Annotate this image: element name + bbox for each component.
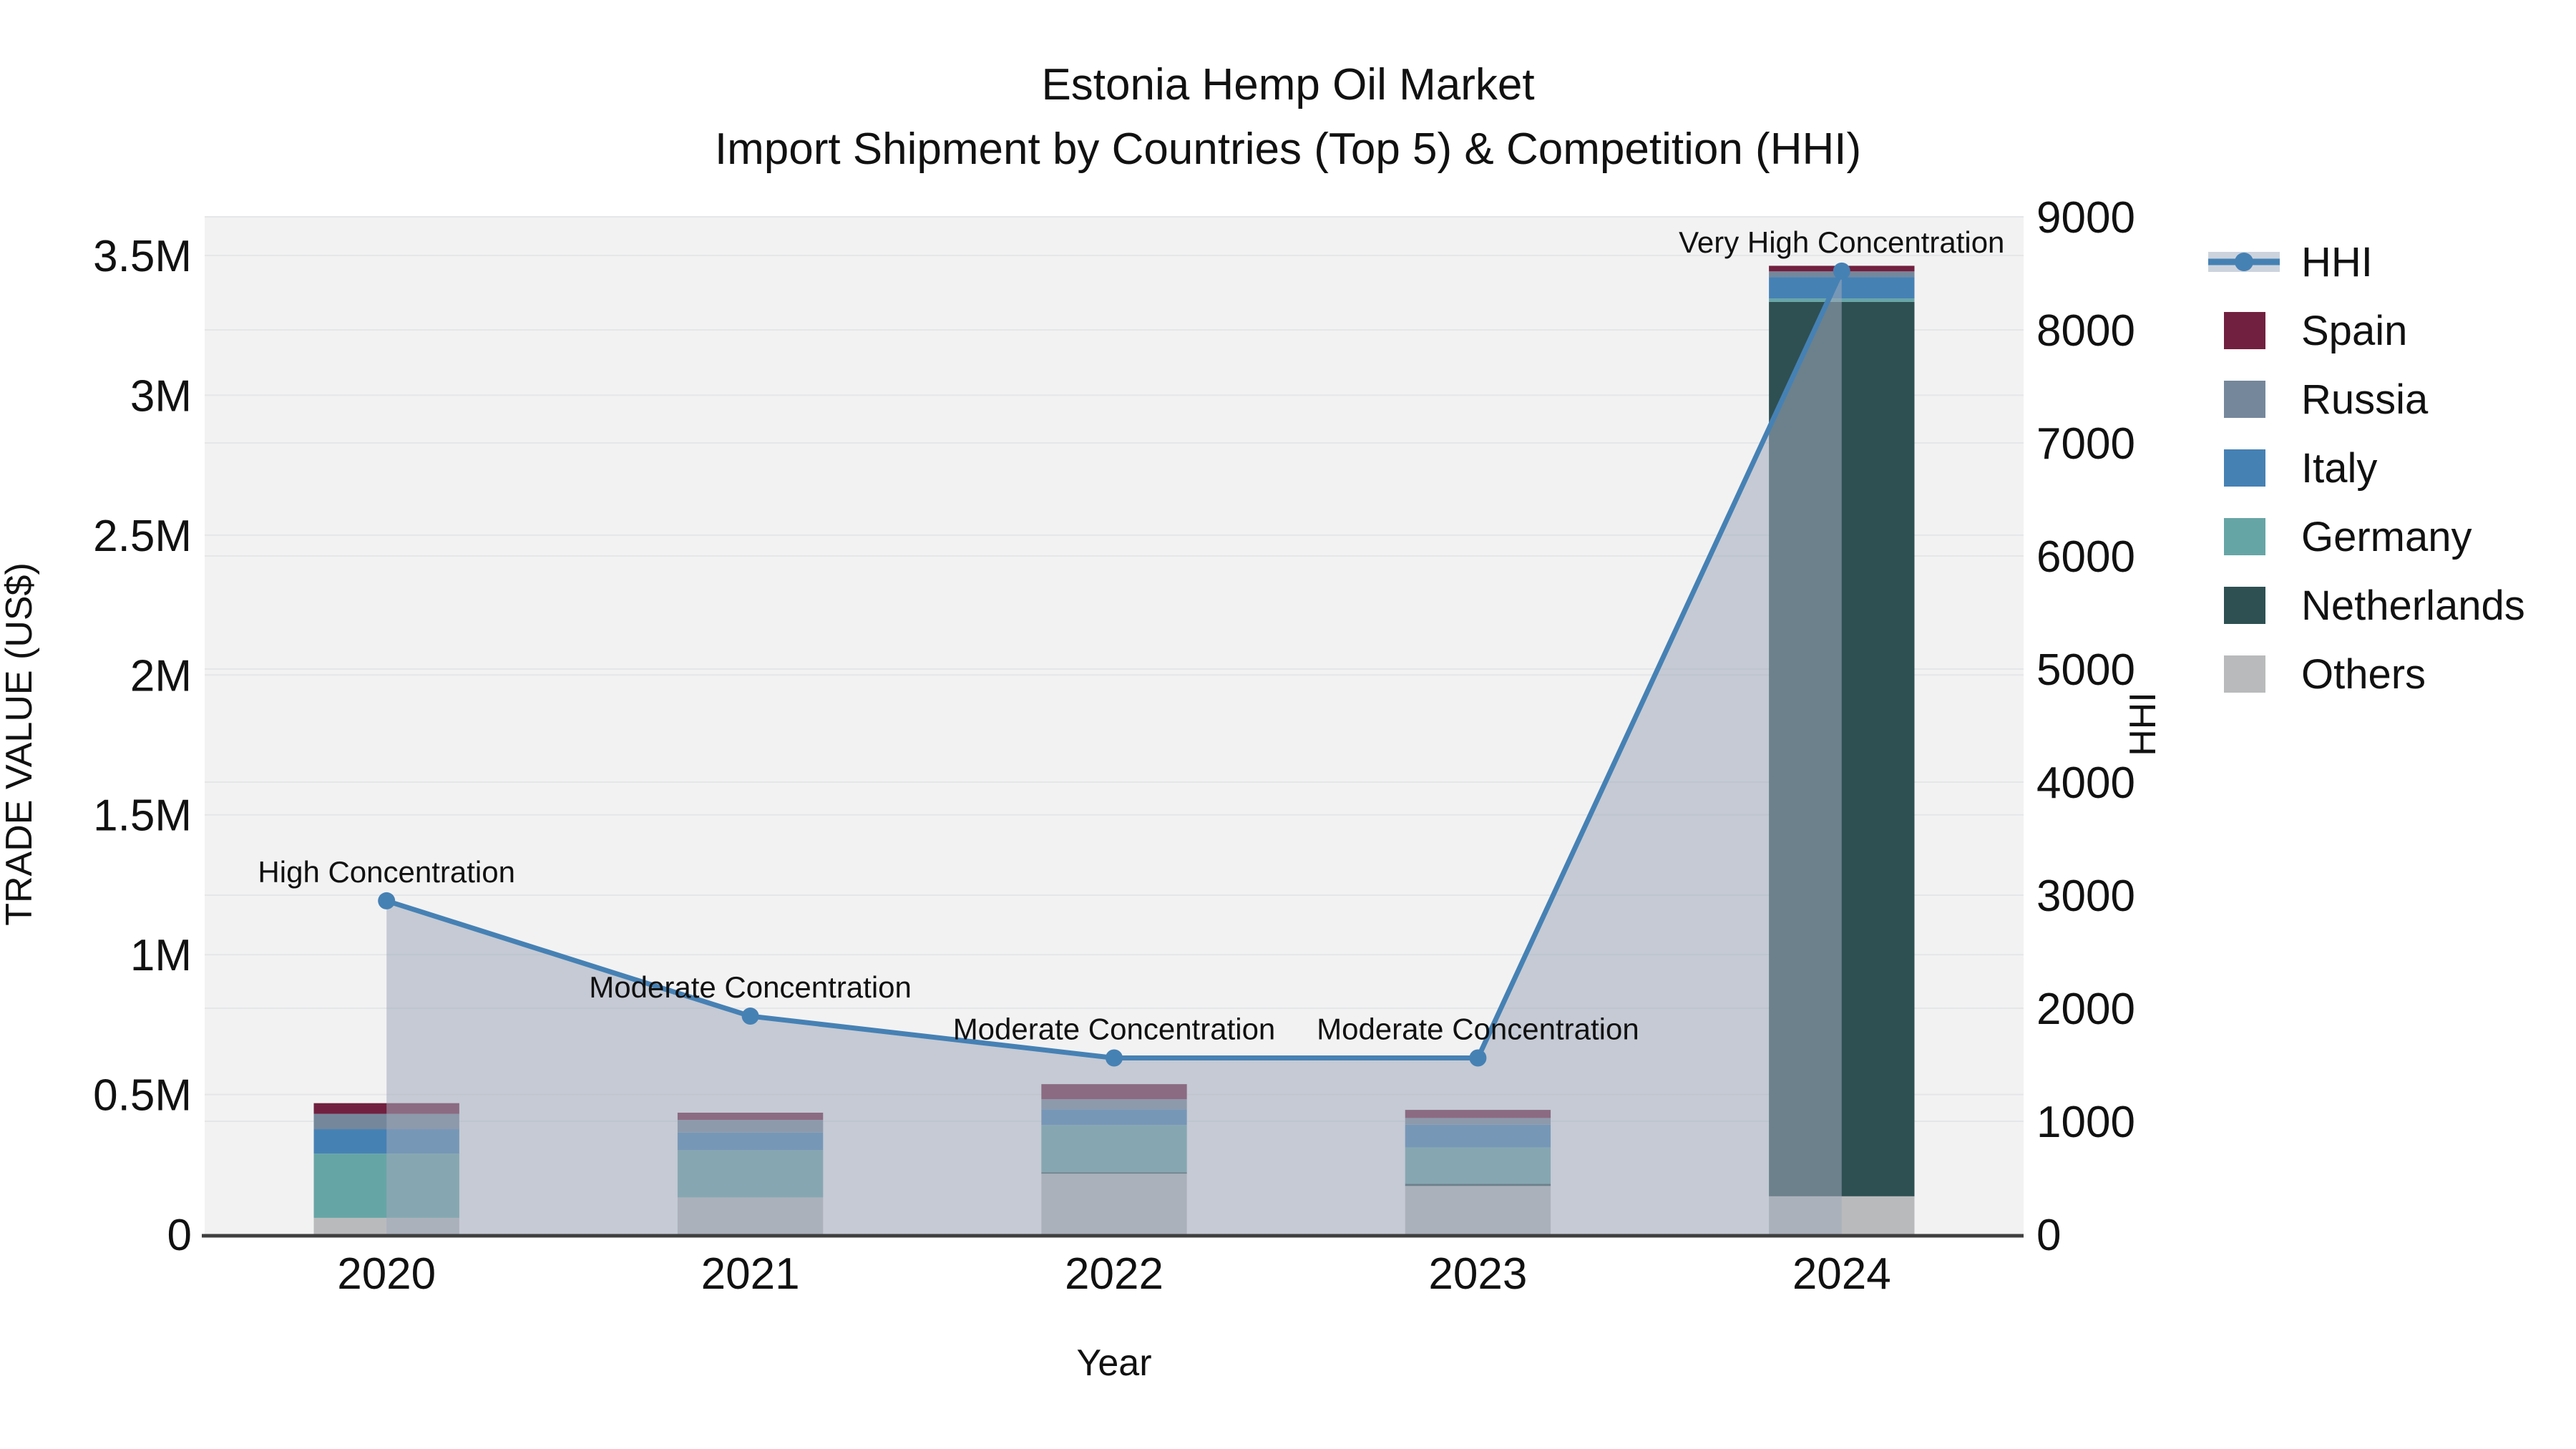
- legend: HHI Spain Russia Italy Germany Netherlands Oth…: [2208, 228, 2525, 708]
- bar-segment-italy-2024[interactable]: [1769, 277, 1915, 299]
- legend-item-russia[interactable]: Russia: [2208, 365, 2525, 434]
- legend-swatch-icon: [2224, 381, 2265, 418]
- y-right-tick-2000: 2000: [2036, 985, 2135, 1034]
- x-tick-2020: 2020: [337, 1249, 436, 1299]
- y-right-tick-6000: 6000: [2036, 532, 2135, 582]
- y-right-axis-title: HHI: [2122, 692, 2164, 756]
- hhi-point-2020[interactable]: [378, 892, 396, 909]
- annotation-2021: Moderate Concentration: [589, 970, 912, 1004]
- hhi-point-2021[interactable]: [741, 1008, 759, 1025]
- legend-item-germany[interactable]: Germany: [2208, 502, 2525, 571]
- y-left-tick-0: 0: [167, 1211, 192, 1260]
- annotation-2024: Very High Concentration: [1679, 225, 2004, 259]
- annotation-2020: High Concentration: [258, 855, 515, 889]
- y-right-tick-7000: 7000: [2036, 419, 2135, 469]
- y-left-tick-0.5M: 0.5M: [93, 1071, 192, 1121]
- legend-label-netherlands: Netherlands: [2301, 582, 2525, 629]
- legend-swatch-icon: [2224, 312, 2265, 349]
- legend-label-others: Others: [2301, 650, 2426, 698]
- legend-swatch-icon: [2224, 518, 2265, 555]
- hhi-legend-glyph-icon: [2208, 252, 2280, 272]
- x-axis-title: Year: [1076, 1342, 1151, 1384]
- legend-swatch-icon: [2224, 587, 2265, 624]
- x-tick-2024: 2024: [1792, 1249, 1891, 1299]
- chart-title: Estonia Hemp Oil Market: [1041, 60, 1535, 109]
- y-left-tick-1.5M: 1.5M: [93, 791, 192, 841]
- y-right-tick-4000: 4000: [2036, 758, 2135, 808]
- legend-label-italy: Italy: [2301, 444, 2378, 492]
- y-left-tick-2.5M: 2.5M: [93, 512, 192, 561]
- legend-swatch-icon: [2224, 655, 2265, 693]
- legend-item-spain[interactable]: Spain: [2208, 296, 2525, 365]
- hhi-point-2024[interactable]: [1833, 262, 1850, 280]
- y-right-tick-8000: 8000: [2036, 306, 2135, 356]
- legend-label-russia: Russia: [2301, 376, 2429, 423]
- y-left-axis-title: TRADE VALUE (US$): [0, 562, 40, 926]
- legend-swatch-icon: [2224, 449, 2265, 487]
- title-block: Estonia Hemp Oil Market Import Shipment …: [0, 53, 2576, 182]
- y-left-tick-3M: 3M: [130, 371, 192, 421]
- annotation-2022: Moderate Concentration: [953, 1013, 1276, 1046]
- y-right-tick-3000: 3000: [2036, 872, 2135, 921]
- y-left-tick-3.5M: 3.5M: [93, 232, 192, 281]
- legend-item-italy[interactable]: Italy: [2208, 434, 2525, 502]
- legend-label-spain: Spain: [2301, 307, 2408, 354]
- x-tick-2022: 2022: [1065, 1249, 1163, 1299]
- y-right-tick-0: 0: [2036, 1211, 2061, 1260]
- y-right-tick-9000: 9000: [2036, 193, 2135, 243]
- hhi-area-fill: [386, 270, 1842, 1235]
- y-left-tick-2M: 2M: [130, 651, 192, 701]
- legend-label-hhi: HHI: [2301, 238, 2373, 286]
- annotation-2023: Moderate Concentration: [1317, 1013, 1639, 1046]
- bar-segment-germany-2024[interactable]: [1769, 298, 1915, 302]
- y-right-tick-5000: 5000: [2036, 645, 2135, 695]
- legend-item-hhi[interactable]: HHI: [2208, 228, 2525, 296]
- y-left-tick-1M: 1M: [130, 931, 192, 980]
- legend-item-others[interactable]: Others: [2208, 640, 2525, 708]
- x-tick-2021: 2021: [701, 1249, 800, 1299]
- x-tick-2023: 2023: [1428, 1249, 1527, 1299]
- chart-subtitle: Import Shipment by Countries (Top 5) & C…: [714, 125, 1862, 174]
- hhi-point-2022[interactable]: [1106, 1049, 1123, 1067]
- legend-item-netherlands[interactable]: Netherlands: [2208, 571, 2525, 640]
- hhi-point-2023[interactable]: [1469, 1049, 1487, 1067]
- y-right-tick-1000: 1000: [2036, 1098, 2135, 1147]
- legend-label-germany: Germany: [2301, 513, 2472, 560]
